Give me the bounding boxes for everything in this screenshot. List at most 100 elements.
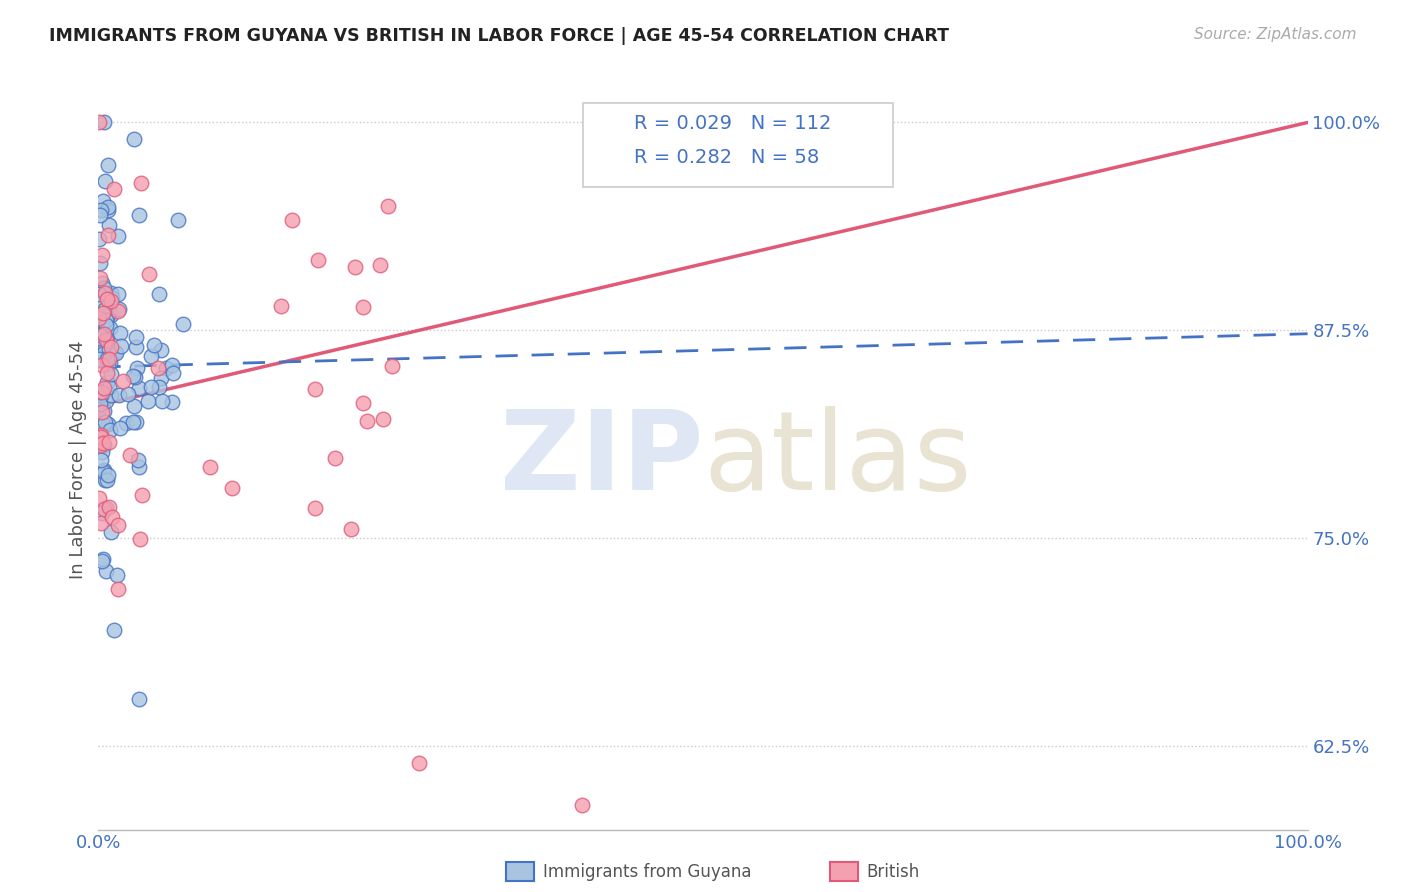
Point [172, 317, 194, 331]
Text: IMMIGRANTS FROM GUYANA VS BRITISH IN LABOR FORCE | AGE 45-54 CORRELATION CHART: IMMIGRANTS FROM GUYANA VS BRITISH IN LAB… [49, 27, 949, 45]
Point [142, 337, 165, 351]
Point [97, 308, 120, 322]
Point [356, 414, 378, 428]
Point [340, 522, 363, 536]
Y-axis label: In Labor Force | Age 45-54: In Labor Force | Age 45-54 [69, 340, 87, 579]
Point [96, 318, 118, 333]
Point [138, 267, 160, 281]
Point [128, 208, 150, 222]
Point [90, 452, 112, 467]
Point [91, 435, 114, 450]
Point [90, 438, 112, 452]
Text: Immigrants from Guyana: Immigrants from Guyana [543, 863, 751, 881]
Point [89, 208, 111, 222]
Point [122, 132, 145, 146]
Point [377, 199, 399, 213]
Point [104, 344, 127, 359]
Point [107, 518, 129, 533]
Point [96, 473, 118, 487]
Point [160, 358, 183, 372]
Point [91, 506, 114, 520]
Point [90, 430, 112, 444]
Point [162, 367, 184, 381]
Point [87, 232, 110, 246]
Point [96, 334, 118, 348]
Point [91, 436, 114, 450]
Point [148, 287, 170, 301]
Point [571, 797, 593, 812]
Point [129, 176, 152, 190]
Point [128, 459, 150, 474]
Point [101, 291, 124, 305]
Point [107, 304, 129, 318]
Point [94, 394, 117, 409]
Point [93, 463, 115, 477]
Point [87, 310, 110, 325]
Point [94, 473, 117, 487]
Point [136, 393, 159, 408]
Point [98, 434, 121, 449]
Point [128, 380, 150, 394]
Point [91, 316, 114, 330]
Point [97, 201, 120, 215]
Point [89, 331, 111, 345]
Point [149, 343, 172, 358]
Point [122, 368, 145, 383]
Point [98, 500, 121, 514]
Point [93, 501, 115, 516]
Point [108, 387, 131, 401]
Point [93, 417, 115, 432]
Point [89, 311, 111, 326]
Point [97, 467, 120, 482]
Point [155, 360, 177, 375]
Point [98, 379, 121, 393]
Point [128, 533, 150, 547]
Point [93, 115, 115, 129]
Point [149, 371, 172, 385]
Point [89, 396, 111, 410]
Point [96, 366, 118, 380]
Point [150, 394, 173, 409]
Point [98, 218, 121, 232]
Point [118, 448, 141, 462]
Point [371, 412, 394, 426]
Point [94, 333, 117, 347]
Point [124, 370, 146, 384]
Point [122, 399, 145, 413]
Point [103, 181, 125, 195]
Point [96, 352, 118, 367]
Point [94, 330, 117, 344]
Point [90, 326, 112, 340]
Point [368, 259, 391, 273]
Point [352, 396, 374, 410]
Text: R = 0.029   N = 112: R = 0.029 N = 112 [634, 114, 831, 134]
Point [100, 293, 122, 308]
Point [93, 404, 115, 418]
Point [100, 340, 122, 354]
Point [90, 399, 112, 413]
Point [270, 300, 292, 314]
Point [96, 564, 118, 578]
Point [87, 491, 110, 505]
Point [108, 326, 131, 340]
Point [89, 115, 111, 129]
Point [90, 516, 112, 530]
Point [91, 445, 114, 459]
Point [352, 300, 374, 314]
Point [90, 385, 112, 400]
Point [96, 417, 118, 431]
Point [100, 308, 122, 322]
Point [90, 276, 112, 290]
Text: Source: ZipAtlas.com: Source: ZipAtlas.com [1194, 27, 1357, 42]
Point [94, 341, 117, 355]
Point [100, 347, 122, 361]
Point [148, 361, 170, 376]
Point [107, 582, 129, 596]
Point [87, 436, 110, 450]
Point [94, 173, 117, 187]
Point [304, 382, 326, 396]
Point [94, 302, 117, 317]
Point [221, 482, 243, 496]
Point [98, 352, 121, 367]
Point [103, 624, 125, 638]
